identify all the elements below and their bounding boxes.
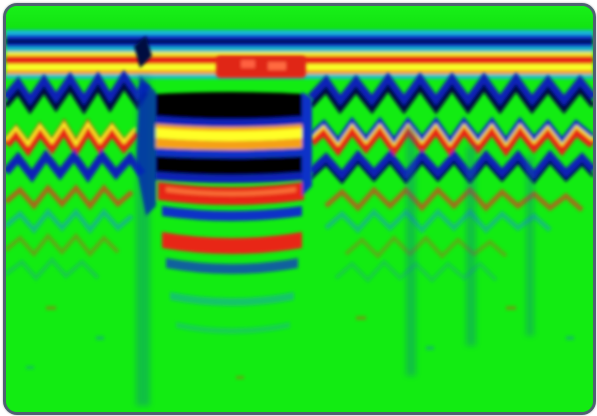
subsurface-anomaly: [134, 36, 312, 334]
noise-specks: [26, 306, 574, 379]
gpr-radargram-image: [6, 6, 593, 412]
diffraction-patterns: [6, 69, 593, 283]
radargram-frame: [3, 3, 596, 415]
